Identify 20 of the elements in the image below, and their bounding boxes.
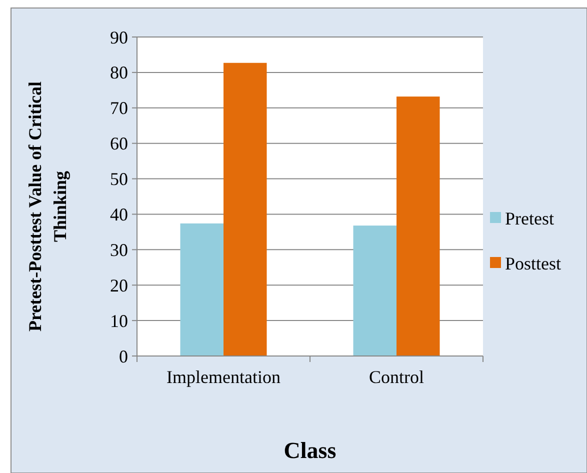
x-tick-label: Control <box>368 367 424 387</box>
bar <box>180 223 224 356</box>
legend-label: Pretest <box>505 208 554 228</box>
x-axis-title: Class <box>284 438 336 463</box>
y-tick-label: 60 <box>110 134 128 154</box>
y-tick-label: 80 <box>110 62 128 83</box>
y-tick-label: 0 <box>119 346 128 366</box>
bar <box>353 226 396 356</box>
bar <box>396 96 440 356</box>
bar <box>224 62 267 356</box>
x-tick-label: Implementation <box>166 367 280 387</box>
y-tick-label: 10 <box>110 310 128 331</box>
y-tick-label: 30 <box>110 240 128 260</box>
y-tick-label: 50 <box>110 169 128 190</box>
y-axis-title: Pretest-Posttest Value of Critical Thinking <box>25 81 70 332</box>
legend-label: Posttest <box>505 253 562 274</box>
y-tick-label: 20 <box>110 275 128 296</box>
y-tick-label: 90 <box>110 27 128 48</box>
y-tick-label: 70 <box>110 98 128 118</box>
y-tick-label: 40 <box>110 204 128 225</box>
